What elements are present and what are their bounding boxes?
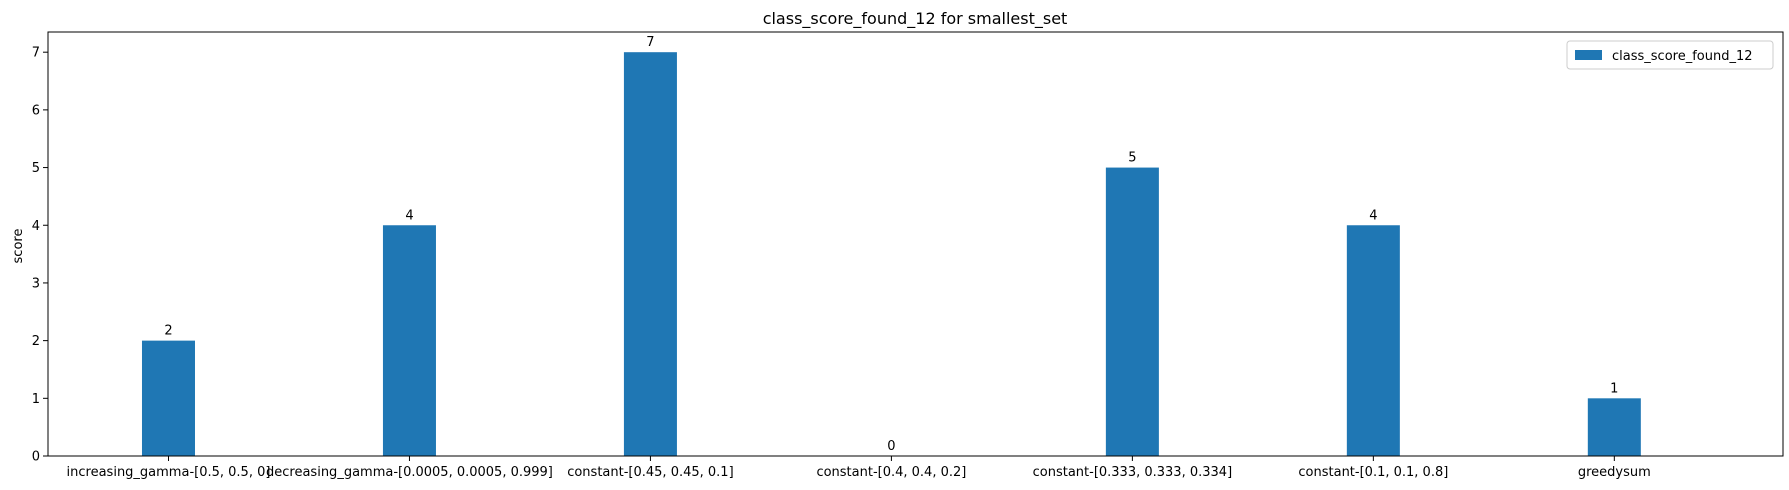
bar-4 <box>1105 167 1159 456</box>
x-tick-label-0: increasing_gamma-[0.5, 0.5, 0] <box>67 465 271 480</box>
y-tick-label-2: 2 <box>32 334 40 349</box>
plot-area: 2 4 7 0 5 4 1 0 1 2 3 4 5 6 7 increasing_gamma-[0.5, 0.… <box>32 31 1784 480</box>
legend-swatch <box>1575 50 1602 60</box>
bar-value-label-5: 4 <box>1369 208 1377 223</box>
bar-value-label-4: 5 <box>1128 151 1136 166</box>
chart-title: class_score_found_12 for smallest_set <box>763 9 1068 29</box>
y-tick-label-7: 7 <box>32 46 40 61</box>
bar-6 <box>1587 398 1641 456</box>
x-tick-label-2: constant-[0.45, 0.45, 0.1] <box>567 465 733 480</box>
y-tick-label-5: 5 <box>32 161 40 176</box>
legend-label: class_score_found_12 <box>1612 49 1753 64</box>
y-tick-label-1: 1 <box>32 392 40 407</box>
bar-value-label-6: 1 <box>1610 381 1618 396</box>
bar-value-label-2: 7 <box>646 35 654 50</box>
x-tick-label-4: constant-[0.333, 0.333, 0.334] <box>1033 465 1233 480</box>
bar-1 <box>382 225 436 456</box>
x-tick-label-5: constant-[0.1, 0.1, 0.8] <box>1298 465 1448 480</box>
bar-0 <box>141 340 195 456</box>
x-tick-label-1: decreasing_gamma-[0.0005, 0.0005, 0.999] <box>266 465 553 480</box>
y-tick-label-0: 0 <box>32 450 40 465</box>
x-tick-label-6: greedysum <box>1578 465 1651 480</box>
axes-frame <box>47 31 1784 457</box>
y-axis-label: score <box>11 229 26 264</box>
x-tick-label-3: constant-[0.4, 0.4, 0.2] <box>816 465 966 480</box>
bar-2 <box>623 52 677 456</box>
legend-box <box>1566 40 1774 70</box>
bar-value-label-3: 0 <box>887 439 895 454</box>
y-tick-label-4: 4 <box>32 219 40 234</box>
bar-5 <box>1346 225 1400 456</box>
legend: class_score_found_12 <box>1566 40 1774 70</box>
y-tick-label-3: 3 <box>32 276 40 291</box>
bar-value-label-1: 4 <box>405 208 413 223</box>
y-tick-label-6: 6 <box>32 103 40 118</box>
bar-value-label-0: 2 <box>164 324 172 339</box>
